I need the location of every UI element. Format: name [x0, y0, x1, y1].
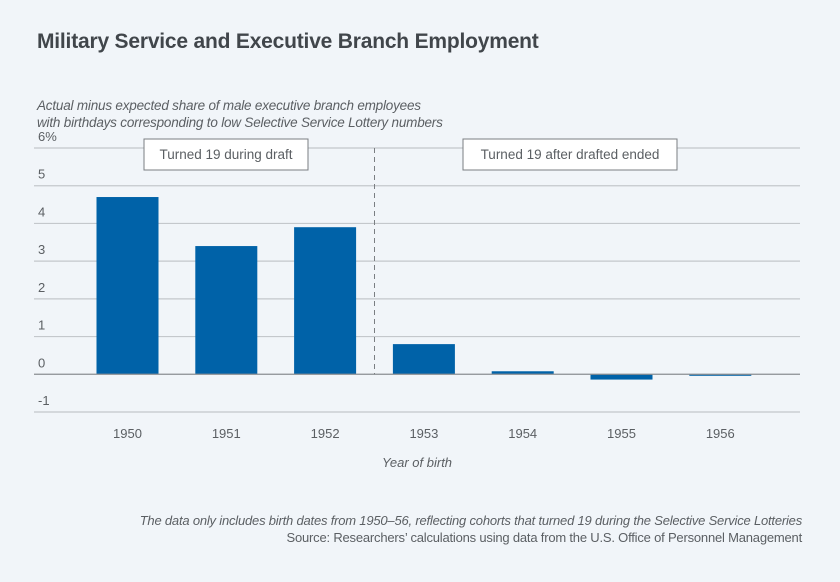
annotation-text: Turned 19 after drafted ended	[481, 147, 660, 162]
data-note: The data only includes birth dates from …	[139, 513, 803, 528]
y-axis-ticks: -1 0 1 2 3 4 5 6%	[38, 129, 57, 408]
y-tick-label: 2	[38, 280, 45, 295]
bar-1951	[195, 246, 258, 375]
bars	[96, 197, 752, 380]
y-tick-label: 0	[38, 355, 45, 370]
subtitle-line-2: with birthdays corresponding to low Sele…	[37, 115, 443, 130]
annotation-box	[462, 138, 678, 171]
bar-1956	[689, 374, 752, 376]
x-tick-label: 1954	[508, 426, 537, 441]
annotation-left: Turned 19 during draft	[143, 138, 309, 171]
y-tick-label: 5	[38, 167, 45, 182]
bar-1955	[590, 374, 653, 380]
annotation-box	[143, 138, 309, 171]
source-note: Source: Researchers’ calculations using …	[286, 530, 803, 545]
annotation-text: Turned 19 during draft	[159, 147, 292, 162]
x-tick-label: 1956	[706, 426, 735, 441]
chart-subtitle: Actual minus expected share of male exec…	[37, 97, 443, 131]
bar-1953	[392, 344, 455, 375]
bar-1954	[491, 371, 554, 375]
annotation-right: Turned 19 after drafted ended	[462, 138, 678, 171]
annotations: Turned 19 during draft Turned 19 after dr…	[143, 138, 678, 171]
x-tick-label: 1952	[311, 426, 340, 441]
bar-1950	[96, 197, 159, 375]
chart-title: Military Service and Executive Branch Em…	[37, 30, 539, 53]
y-tick-label: 3	[38, 242, 45, 257]
x-tick-label: 1955	[607, 426, 636, 441]
y-tick-label: -1	[38, 393, 50, 408]
y-tick-label: 1	[38, 318, 45, 333]
x-tick-label: 1951	[212, 426, 241, 441]
x-tick-label: 1953	[409, 426, 438, 441]
chart-footer: The data only includes birth dates from …	[139, 512, 803, 546]
x-axis-ticks: 1950 1951 1952 1953 1954 1955 1956	[113, 426, 735, 441]
y-tick-label: 6%	[38, 129, 57, 144]
subtitle-line-1: Actual minus expected share of male exec…	[37, 98, 421, 113]
bar-1952	[294, 227, 357, 375]
x-tick-label: 1950	[113, 426, 142, 441]
x-axis-label: Year of birth	[382, 455, 452, 470]
y-tick-label: 4	[38, 204, 45, 219]
